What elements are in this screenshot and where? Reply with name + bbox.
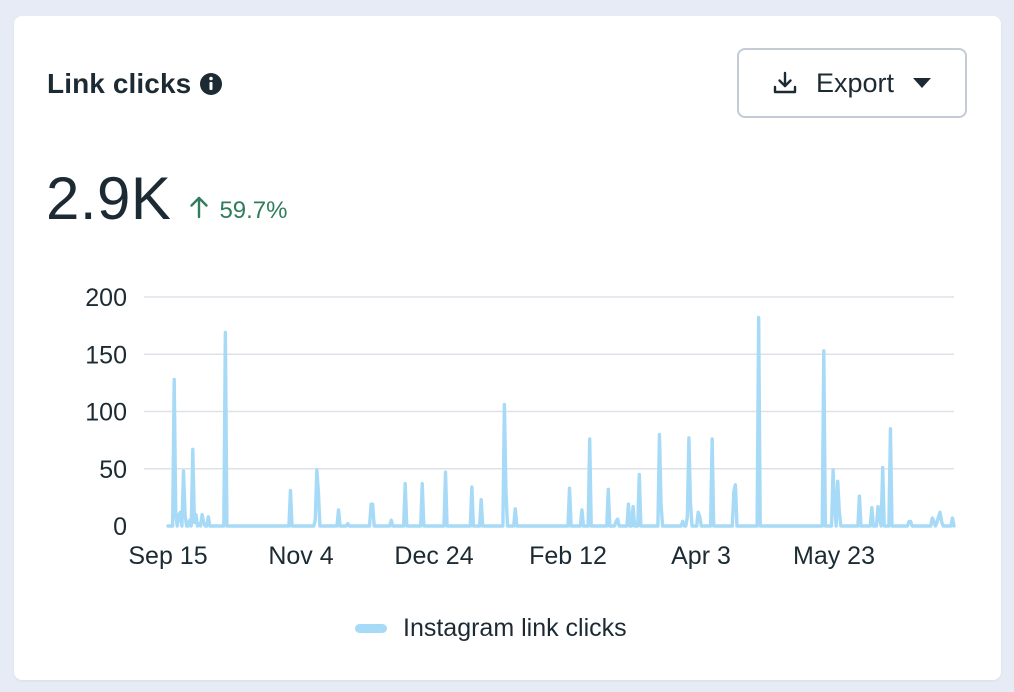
y-axis-ticks: 0 50 100 150 200 xyxy=(85,284,127,541)
x-tick-label: Apr 3 xyxy=(671,542,731,570)
x-tick-label: Feb 12 xyxy=(529,542,607,570)
metric-value: 2.9K xyxy=(46,165,172,232)
x-tick-label: Dec 24 xyxy=(394,542,473,570)
metric-change-value: 59.7% xyxy=(219,196,288,224)
link-clicks-card: Link clicks Export 2.9K xyxy=(14,16,1001,680)
legend-swatch xyxy=(355,624,387,633)
series-line-instagram-link-clicks xyxy=(166,315,956,528)
arrow-up-icon xyxy=(189,195,209,226)
x-tick-label: May 23 xyxy=(793,542,875,570)
y-tick-label: 0 xyxy=(113,513,127,541)
export-button[interactable]: Export xyxy=(737,48,967,118)
legend-label: Instagram link clicks xyxy=(403,614,627,642)
download-icon xyxy=(772,70,798,96)
metric-change: 59.7% xyxy=(189,195,288,226)
export-label: Export xyxy=(815,67,895,98)
chart-grid xyxy=(144,296,954,470)
caret-down-icon xyxy=(912,77,932,89)
x-tick-label: Nov 4 xyxy=(268,542,333,570)
card-header: Link clicks xyxy=(47,68,223,100)
link-clicks-chart: 0 50 100 150 200 Sep 15 Nov 4 Dec 24 Feb 12 Apr … xyxy=(85,284,956,570)
x-axis-ticks: Sep 15 Nov 4 Dec 24 Feb 12 Apr 3 May 23 xyxy=(128,542,875,570)
y-tick-label: 150 xyxy=(85,341,127,369)
x-tick-label: Sep 15 xyxy=(128,542,207,570)
chart-legend: Instagram link clicks xyxy=(355,614,627,643)
card-title: Link clicks xyxy=(47,68,192,99)
info-icon[interactable] xyxy=(199,72,223,96)
y-tick-label: 50 xyxy=(99,456,127,484)
metric-row: 2.9K 59.7% xyxy=(46,164,288,233)
y-tick-label: 200 xyxy=(85,284,127,312)
y-tick-label: 100 xyxy=(85,399,127,427)
